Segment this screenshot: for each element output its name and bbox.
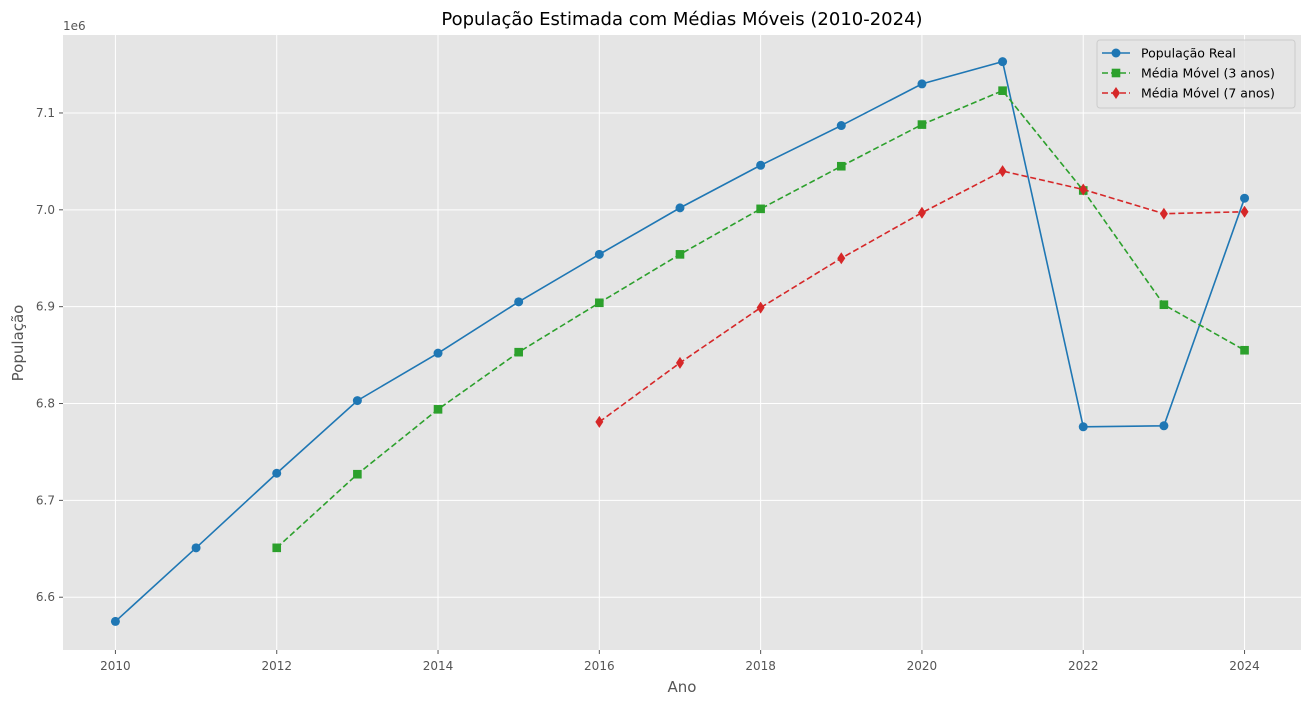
data-point bbox=[836, 121, 846, 131]
data-point bbox=[433, 348, 443, 358]
data-point bbox=[837, 252, 846, 265]
data-point bbox=[1159, 207, 1168, 220]
legend-label: População Real bbox=[1141, 46, 1236, 61]
data-point bbox=[1111, 48, 1121, 58]
data-point bbox=[595, 298, 604, 308]
data-point bbox=[1240, 193, 1250, 203]
series-group bbox=[110, 57, 1250, 626]
x-tick-label: 2016 bbox=[584, 659, 615, 673]
data-point bbox=[756, 301, 765, 314]
x-axis-label: Ano bbox=[668, 678, 697, 696]
data-point bbox=[675, 250, 685, 259]
legend-entry: População Real bbox=[1102, 46, 1236, 61]
series-popula-o-real bbox=[110, 57, 1250, 626]
data-point bbox=[595, 415, 604, 428]
data-point bbox=[1078, 422, 1088, 432]
x-tick-label: 2010 bbox=[100, 659, 131, 673]
data-point bbox=[1159, 421, 1169, 431]
data-point bbox=[917, 206, 926, 219]
legend-label: Média Móvel (3 anos) bbox=[1141, 66, 1275, 81]
legend-label: Média Móvel (7 anos) bbox=[1141, 86, 1275, 101]
y-tick-label: 6.7 bbox=[36, 493, 55, 507]
data-point bbox=[998, 57, 1008, 67]
data-point bbox=[1240, 345, 1249, 355]
data-point bbox=[110, 616, 120, 626]
data-point bbox=[675, 203, 685, 213]
legend-entry: Média Móvel (3 anos) bbox=[1102, 66, 1275, 81]
series-line bbox=[598, 170, 1245, 423]
x-tick-label: 2022 bbox=[1068, 659, 1099, 673]
legend-entry: Média Móvel (7 anos) bbox=[1102, 86, 1275, 101]
y-offset-label: 1e6 bbox=[63, 19, 86, 33]
data-point bbox=[998, 165, 1007, 178]
x-tick-label: 2018 bbox=[745, 659, 776, 673]
data-point bbox=[352, 396, 362, 406]
x-tick-label: 2014 bbox=[423, 659, 454, 673]
data-point bbox=[836, 161, 846, 171]
x-axis: 2010 2012 2014 2016 2018 2020 2022 2024 bbox=[100, 650, 1260, 673]
plot-area bbox=[63, 35, 1301, 650]
y-tick-label: 6.6 bbox=[36, 590, 55, 604]
y-tick-label: 7.0 bbox=[36, 203, 55, 217]
data-point bbox=[675, 356, 684, 369]
y-axis-label: População bbox=[9, 305, 27, 382]
data-point bbox=[272, 543, 282, 553]
data-point bbox=[756, 204, 765, 214]
data-point bbox=[433, 405, 443, 414]
data-point bbox=[756, 160, 766, 170]
data-point bbox=[514, 347, 523, 357]
y-tick-label: 7.1 bbox=[36, 106, 55, 120]
data-point bbox=[917, 120, 927, 129]
data-point bbox=[1159, 300, 1169, 310]
data-point bbox=[514, 297, 524, 307]
data-point bbox=[1240, 205, 1249, 218]
legend-box bbox=[1096, 39, 1296, 109]
data-point bbox=[917, 79, 927, 89]
data-point bbox=[272, 468, 282, 478]
y-axis: 6.6 6.7 6.8 6.9 7.0 7.1 bbox=[36, 106, 63, 604]
data-point bbox=[1112, 87, 1120, 99]
data-point bbox=[594, 249, 604, 259]
data-point bbox=[1079, 183, 1088, 196]
y-tick-label: 6.8 bbox=[36, 397, 55, 411]
x-tick-label: 2012 bbox=[261, 659, 292, 673]
x-tick-label: 2020 bbox=[907, 659, 938, 673]
chart-title: População Estimada com Médias Móveis (20… bbox=[441, 9, 922, 30]
data-point bbox=[1111, 68, 1121, 78]
data-point bbox=[998, 86, 1007, 95]
x-tick-label: 2024 bbox=[1229, 659, 1260, 673]
y-tick-label: 6.9 bbox=[36, 300, 55, 314]
series-m-dia-m-vel-7-anos- bbox=[595, 165, 1249, 428]
legend: População Real Média Móvel (3 anos) Média … bbox=[1096, 39, 1296, 109]
data-point bbox=[191, 543, 201, 553]
data-point bbox=[353, 469, 362, 479]
